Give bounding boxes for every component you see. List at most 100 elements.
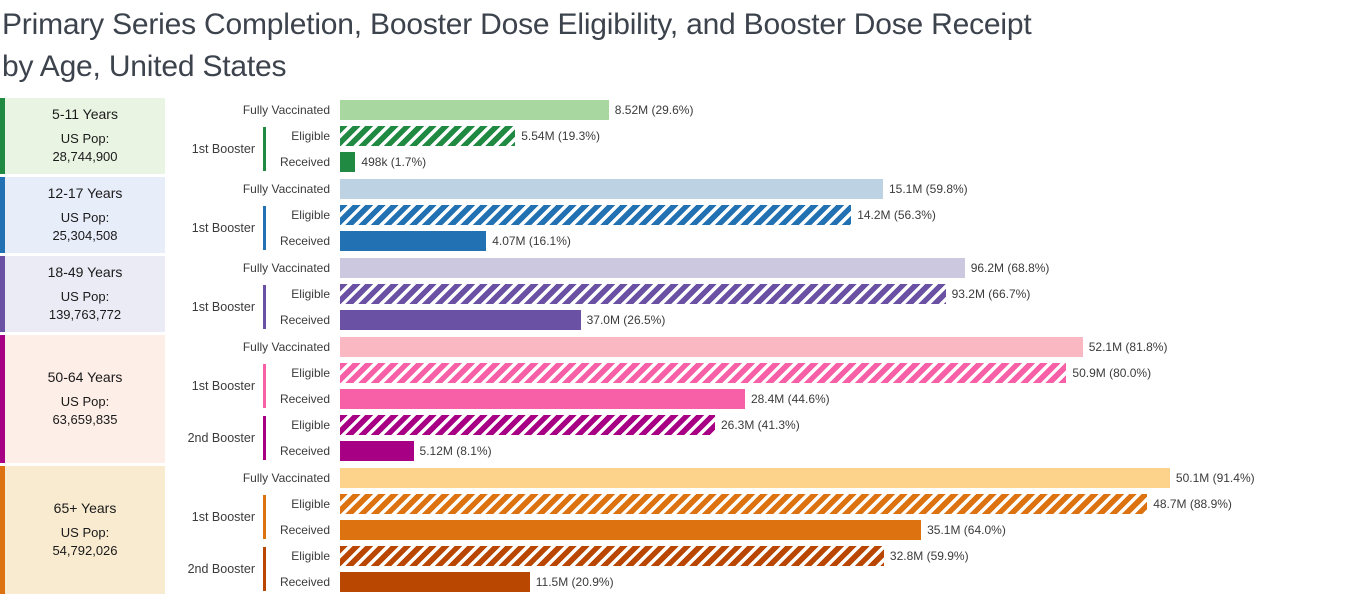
group-pop-prefix: US Pop: xyxy=(60,131,110,147)
booster-bracket xyxy=(263,416,266,460)
bar-value-label: 8.52M (29.6%) xyxy=(614,103,694,117)
bar-fully-vaccinated[interactable] xyxy=(340,179,883,199)
bar-1st-booster-eligible[interactable] xyxy=(340,494,1148,514)
row-label-eligible: Eligible xyxy=(291,549,330,563)
chart-title-line2: by Age, United States xyxy=(2,50,287,83)
booster-label: 2nd Booster xyxy=(187,431,255,445)
group-pop-prefix: US Pop: xyxy=(60,525,110,541)
bar-zone: 4.07M (16.1%) xyxy=(340,231,1353,251)
bar-zone: 5.54M (19.3%) xyxy=(340,126,1353,146)
group-name: 18-49 Years xyxy=(47,264,123,281)
bar-1st-booster-eligible[interactable] xyxy=(340,205,852,225)
age-group-50-64-years: 50-64 Years US Pop: 63,659,835 Fully Vaccin… xyxy=(0,335,1353,463)
bar-value-label: 35.1M (64.0%) xyxy=(927,523,1006,537)
chart-row: Eligible 50.9M (80.0%) xyxy=(165,363,1353,383)
bar-value-label: 5.12M (8.1%) xyxy=(419,444,492,458)
booster-section-1st-booster: 1st Booster Eligible 50.9M (80.0%) Received… xyxy=(165,363,1353,409)
bar-zone: 32.8M (59.9%) xyxy=(340,546,1353,566)
group-population: 28,744,900 xyxy=(52,149,118,164)
bar-value-label: 15.1M (59.8%) xyxy=(888,182,968,196)
bar-1st-booster-eligible[interactable] xyxy=(340,363,1067,383)
booster-label: 1st Booster xyxy=(191,379,255,393)
bar-2nd-booster-eligible[interactable] xyxy=(340,546,884,566)
chart-area: 5-11 Years US Pop: 28,744,900 Fully Vaccina… xyxy=(0,98,1353,597)
bar-2nd-booster-eligible[interactable] xyxy=(340,415,715,435)
bar-1st-booster-received[interactable] xyxy=(340,231,487,251)
group-population: 54,792,026 xyxy=(52,543,118,558)
chart-row: Received 28.4M (44.6%) xyxy=(165,389,1353,409)
bar-value-label: 14.2M (56.3%) xyxy=(857,208,936,222)
group-name: 12-17 Years xyxy=(47,185,123,202)
bar-value-label: 52.1M (81.8%) xyxy=(1088,340,1168,354)
bar-2nd-booster-received[interactable] xyxy=(340,572,530,592)
chart-row: Fully Vaccinated 50.1M (91.4%) xyxy=(165,468,1353,488)
booster-section-2nd-booster: 2nd Booster Eligible 26.3M (41.3%) Received… xyxy=(165,415,1353,461)
bar-zone: 37.0M (26.5%) xyxy=(340,310,1353,330)
bar-fully-vaccinated[interactable] xyxy=(340,100,609,120)
bar-fully-vaccinated[interactable] xyxy=(340,468,1170,488)
bar-value-label: 4.07M (16.1%) xyxy=(492,234,571,248)
chart-row: Eligible 48.7M (88.9%) xyxy=(165,494,1353,514)
row-label-received: Received xyxy=(279,444,330,458)
booster-label: 1st Booster xyxy=(191,300,255,314)
group-rows: Fully Vaccinated 96.2M (68.8%) 1st Booster… xyxy=(165,256,1353,332)
booster-label: 1st Booster xyxy=(191,221,255,235)
row-label-fully-vaccinated: Fully Vaccinated xyxy=(242,261,330,275)
group-rows: Fully Vaccinated 50.1M (91.4%) 1st Booster… xyxy=(165,466,1353,594)
bar-value-label: 28.4M (44.6%) xyxy=(750,392,830,406)
chart-row: Fully Vaccinated 96.2M (68.8%) xyxy=(165,258,1353,278)
group-label-box: 18-49 Years US Pop: 139,763,772 xyxy=(0,256,165,332)
group-rows: Fully Vaccinated 52.1M (81.8%) 1st Booster… xyxy=(165,335,1353,463)
row-label-fully-vaccinated: Fully Vaccinated xyxy=(242,340,330,354)
bar-value-label: 48.7M (88.9%) xyxy=(1153,497,1232,511)
bar-value-label: 50.1M (91.4%) xyxy=(1175,471,1255,485)
bar-1st-booster-received[interactable] xyxy=(340,152,356,172)
group-rows: Fully Vaccinated 15.1M (59.8%) 1st Booster… xyxy=(165,177,1353,253)
bar-zone: 14.2M (56.3%) xyxy=(340,205,1353,225)
group-label-box: 12-17 Years US Pop: 25,304,508 xyxy=(0,177,165,253)
bar-zone: 96.2M (68.8%) xyxy=(340,258,1353,278)
booster-section-1st-booster: 1st Booster Eligible 5.54M (19.3%) Received… xyxy=(165,126,1353,172)
chart-title-line1: Primary Series Completion, Booster Dose … xyxy=(2,8,1032,41)
bar-2nd-booster-received[interactable] xyxy=(340,441,414,461)
bar-value-label: 11.5M (20.9%) xyxy=(535,575,614,589)
row-label-eligible: Eligible xyxy=(291,208,330,222)
bar-1st-booster-received[interactable] xyxy=(340,389,745,409)
bar-zone: 498k (1.7%) xyxy=(340,152,1353,172)
bar-zone: 35.1M (64.0%) xyxy=(340,520,1353,540)
booster-section-1st-booster: 1st Booster Eligible 14.2M (56.3%) Received… xyxy=(165,205,1353,251)
row-label-eligible: Eligible xyxy=(291,418,330,432)
chart-row: Eligible 5.54M (19.3%) xyxy=(165,126,1353,146)
bar-value-label: 96.2M (68.8%) xyxy=(970,261,1050,275)
bar-zone: 15.1M (59.8%) xyxy=(340,179,1353,199)
bar-zone: 52.1M (81.8%) xyxy=(340,337,1353,357)
bar-value-label: 32.8M (59.9%) xyxy=(889,549,969,563)
group-pop-prefix: US Pop: xyxy=(60,210,110,226)
bar-value-label: 37.0M (26.5%) xyxy=(586,313,666,327)
bar-1st-booster-eligible[interactable] xyxy=(340,284,946,304)
booster-section-2nd-booster: 2nd Booster Eligible 32.8M (59.9%) Received… xyxy=(165,546,1353,592)
group-pop-prefix: US Pop: xyxy=(60,289,110,305)
bar-1st-booster-eligible[interactable] xyxy=(340,126,516,146)
bar-fully-vaccinated[interactable] xyxy=(340,337,1083,357)
bar-value-label: 26.3M (41.3%) xyxy=(721,418,800,432)
row-label-eligible: Eligible xyxy=(291,497,330,511)
bar-value-label: 498k (1.7%) xyxy=(361,155,427,169)
booster-bracket xyxy=(263,206,266,250)
bar-1st-booster-received[interactable] xyxy=(340,310,581,330)
bar-value-label: 50.9M (80.0%) xyxy=(1072,366,1152,380)
chart-row: Fully Vaccinated 52.1M (81.8%) xyxy=(165,337,1353,357)
bar-1st-booster-received[interactable] xyxy=(340,520,922,540)
bar-zone: 28.4M (44.6%) xyxy=(340,389,1353,409)
row-label-received: Received xyxy=(279,523,330,537)
row-label-received: Received xyxy=(279,313,330,327)
bar-value-label: 5.54M (19.3%) xyxy=(521,129,600,143)
chart-row: Received 11.5M (20.9%) xyxy=(165,572,1353,592)
group-label-box: 50-64 Years US Pop: 63,659,835 xyxy=(0,335,165,463)
row-label-received: Received xyxy=(279,392,330,406)
chart-row: Eligible 93.2M (66.7%) xyxy=(165,284,1353,304)
booster-label: 1st Booster xyxy=(191,510,255,524)
bar-zone: 5.12M (8.1%) xyxy=(340,441,1353,461)
booster-bracket xyxy=(263,547,266,591)
bar-fully-vaccinated[interactable] xyxy=(340,258,965,278)
